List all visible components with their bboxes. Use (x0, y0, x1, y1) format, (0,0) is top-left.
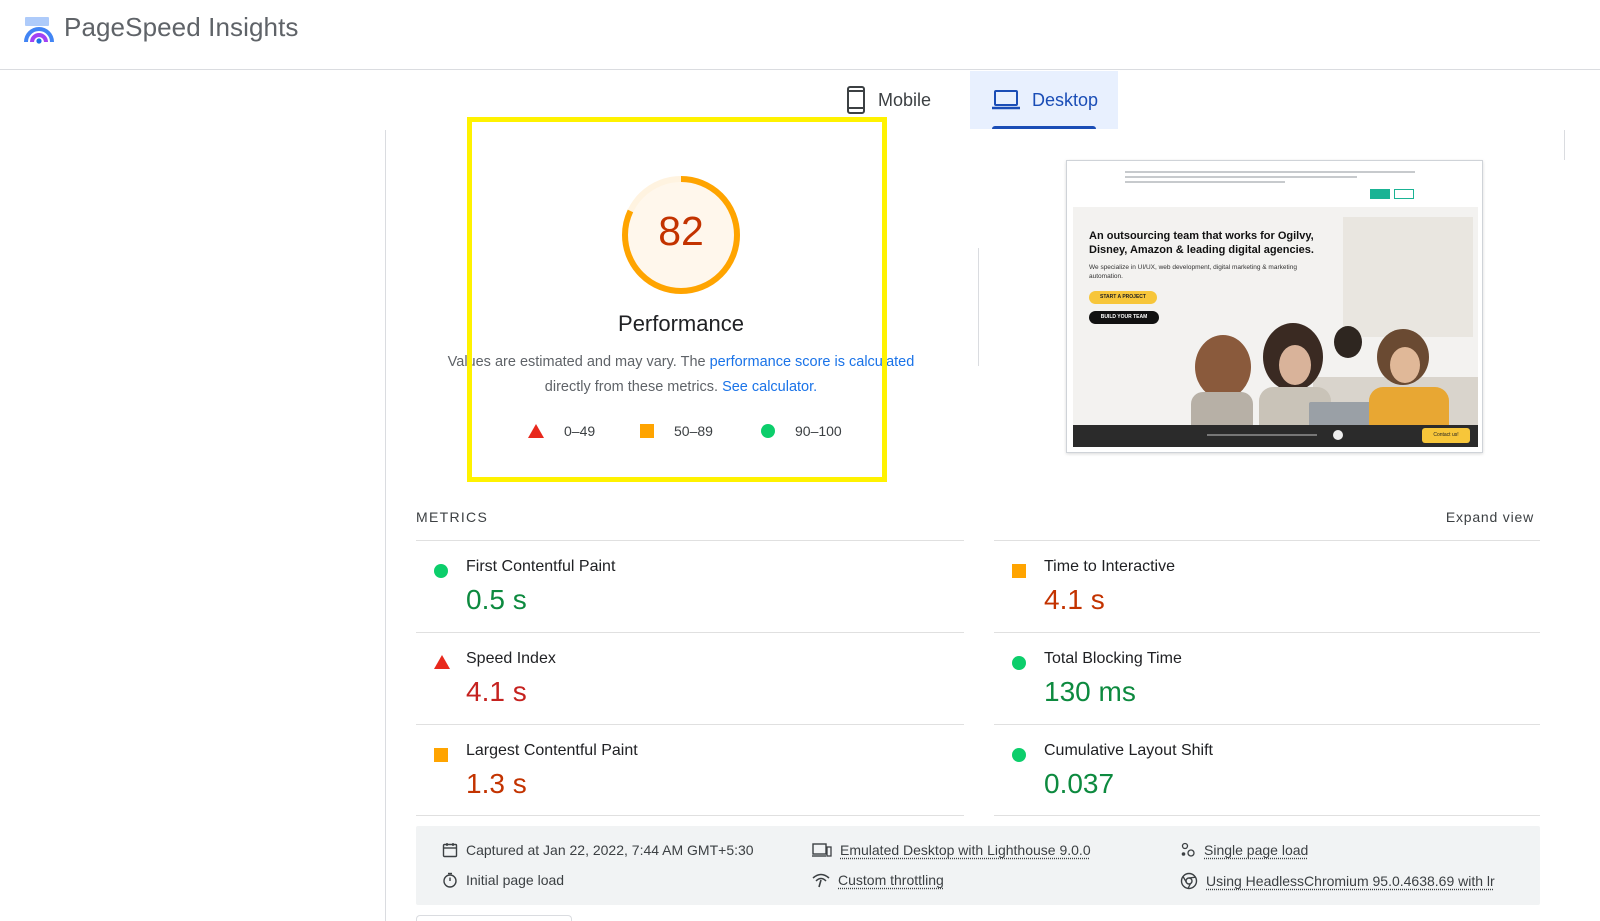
metric-first-contentful-paint[interactable]: First Contentful Paint 0.5 s (416, 540, 936, 628)
poor-triangle-icon (434, 655, 450, 669)
cookie-footer: Contact us! (1073, 425, 1478, 447)
throttling-text: Custom throttling (838, 872, 944, 888)
good-circle-icon (1012, 656, 1026, 670)
app-title[interactable]: PageSpeed Insights (64, 12, 299, 43)
cookie-banner-text (1125, 171, 1415, 185)
vertical-divider (978, 248, 979, 366)
cookie-decline-button (1394, 189, 1414, 199)
metric-name: Largest Contentful Paint (466, 742, 638, 760)
metric-value: 0.037 (1044, 768, 1114, 800)
metric-name: First Contentful Paint (466, 558, 615, 576)
metric-value: 4.1 s (466, 676, 527, 708)
metric-value: 130 ms (1044, 676, 1136, 708)
chrome-icon (1180, 872, 1198, 890)
metric-value: 1.3 s (466, 768, 527, 800)
top-bar: PageSpeed Insights (0, 0, 1600, 70)
calendar-icon (442, 842, 458, 858)
metric-name: Total Blocking Time (1044, 650, 1182, 668)
browser-text: Using HeadlessChromium 95.0.4638.69 with… (1206, 873, 1495, 889)
initial-load-text: Initial page load (466, 872, 564, 888)
good-circle-icon (434, 564, 448, 578)
metric-speed-index[interactable]: Speed Index 4.1 s (416, 632, 936, 720)
cookie-buttons (1370, 189, 1414, 199)
metric-total-blocking-time[interactable]: Total Blocking Time 130 ms (994, 632, 1514, 720)
metric-value: 0.5 s (466, 584, 527, 616)
start-project-button: START A PROJECT (1089, 291, 1157, 304)
active-tab-indicator (992, 126, 1096, 129)
tab-mobile-label: Mobile (878, 90, 931, 111)
metrics-divider (994, 815, 1540, 816)
metrics-heading: METRICS (416, 509, 488, 525)
phone-icon (846, 86, 866, 114)
metric-name: Cumulative Layout Shift (1044, 742, 1213, 760)
build-team-button: BUILD YOUR TEAM (1089, 311, 1159, 324)
panel-border-right (1564, 130, 1565, 160)
highlight-frame (467, 117, 887, 482)
timer-icon (442, 872, 458, 888)
metric-name: Time to Interactive (1044, 558, 1175, 576)
cookie-accept-button (1370, 189, 1390, 199)
captured-at-text: Captured at Jan 22, 2022, 7:44 AM GMT+5:… (466, 842, 754, 858)
average-square-icon (1012, 564, 1026, 578)
hero-headline: An outsourcing team that works for Ogilv… (1089, 229, 1349, 257)
footer-close-icon (1333, 430, 1343, 440)
contact-button: Contact us! (1422, 428, 1470, 443)
single-load-item[interactable]: Single page load (1180, 842, 1308, 858)
metric-name: Speed Index (466, 650, 556, 668)
pagespeed-logo-icon[interactable] (23, 14, 55, 46)
tab-desktop-label: Desktop (1032, 90, 1098, 111)
runtime-settings: Captured at Jan 22, 2022, 7:44 AM GMT+5:… (416, 826, 1540, 905)
page-screenshot: An outsourcing team that works for Ogilv… (1066, 160, 1483, 453)
metric-value: 4.1 s (1044, 584, 1105, 616)
hero-subtext: We specialize in UI/UX, web development,… (1089, 263, 1309, 281)
captured-at-item: Captured at Jan 22, 2022, 7:44 AM GMT+5:… (442, 842, 754, 858)
panel-border (385, 130, 386, 921)
laptop-icon (992, 89, 1020, 111)
metrics-divider (416, 815, 964, 816)
average-square-icon (434, 748, 448, 762)
throttling-item[interactable]: Custom throttling (812, 872, 944, 888)
tab-desktop[interactable]: Desktop (970, 71, 1118, 129)
expand-view-button[interactable]: Expand view (1446, 509, 1534, 525)
browser-item[interactable]: Using HeadlessChromium 95.0.4638.69 with… (1180, 872, 1495, 890)
single-load-text: Single page load (1204, 842, 1308, 858)
emulated-text: Emulated Desktop with Lighthouse 9.0.0 (840, 842, 1091, 858)
initial-load-item: Initial page load (442, 872, 564, 888)
devices-icon (812, 842, 832, 858)
emulated-item[interactable]: Emulated Desktop with Lighthouse 9.0.0 (812, 842, 1091, 858)
bottom-tab[interactable] (416, 915, 572, 921)
hero-section: An outsourcing team that works for Ogilv… (1073, 207, 1478, 447)
footer-text (1207, 434, 1317, 436)
metric-time-to-interactive[interactable]: Time to Interactive 4.1 s (994, 540, 1514, 628)
signal-icon (812, 872, 830, 888)
metric-largest-contentful-paint[interactable]: Largest Contentful Paint 1.3 s (416, 724, 936, 812)
metric-cumulative-layout-shift[interactable]: Cumulative Layout Shift 0.037 (994, 724, 1514, 812)
page-load-icon (1180, 842, 1196, 858)
good-circle-icon (1012, 748, 1026, 762)
